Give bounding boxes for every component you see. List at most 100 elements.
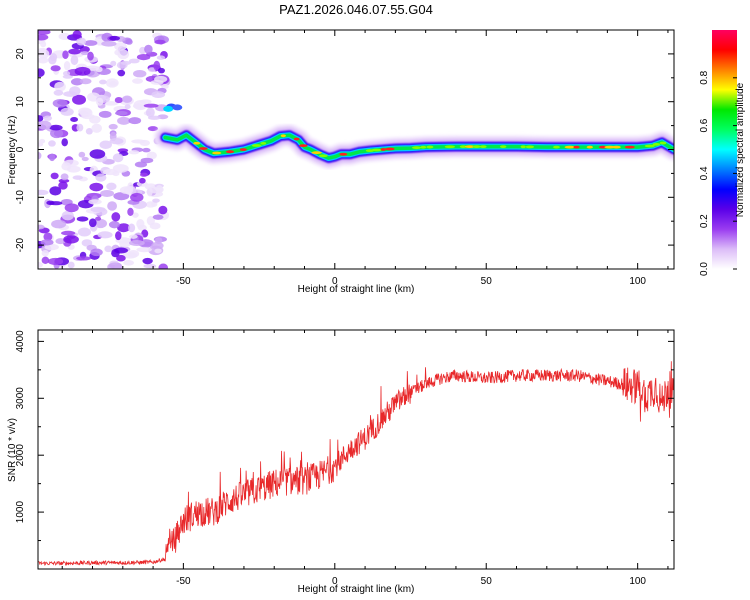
ridge-peak (411, 146, 422, 150)
noise-blob (144, 44, 153, 54)
noise-blob (115, 231, 122, 241)
spectrogram-x-axis: -50 0 50 100 (61, 30, 669, 287)
noise-blob (136, 53, 151, 61)
ridge-peak (380, 148, 386, 151)
noise-blob (106, 182, 117, 191)
spectrogram-x-tick: 50 (481, 30, 493, 287)
noise-blob (161, 84, 169, 89)
noise-blob (90, 248, 103, 257)
noise-blob (99, 79, 107, 85)
snr-x-tick-label: 0 (332, 576, 338, 587)
noise-blob (111, 248, 120, 258)
ridge-peak (459, 145, 467, 149)
snr-line (38, 361, 674, 566)
spectrogram-x-tick-label: 50 (481, 276, 493, 287)
noise-blob (38, 262, 43, 268)
noise-blob (94, 218, 108, 229)
ridge-peak (251, 144, 262, 147)
noise-blob (116, 254, 126, 262)
noise-blob (70, 55, 79, 66)
colorbar-tick-label: 0.2 (699, 214, 710, 228)
noise-blob (38, 189, 49, 196)
snr-y-label: SNR (10 * v/v) (7, 418, 18, 482)
noise-blob (89, 182, 104, 192)
spectrogram-y-tick-label: -10 (15, 190, 26, 205)
spectrogram-y-label: Frequency (Hz) (7, 116, 18, 185)
spectrogram-x-tick-label: 100 (629, 276, 646, 287)
noise-blob (117, 69, 126, 77)
noise-blob (123, 260, 135, 266)
ridge-peak (199, 147, 208, 150)
colorbar-tick-label: 0.4 (699, 166, 710, 180)
noise-blob (67, 261, 75, 269)
noise-blob (154, 75, 168, 83)
noise-blob (38, 120, 52, 130)
noise-blob (81, 156, 89, 162)
noise-blob (95, 216, 102, 221)
noise-blob (78, 151, 86, 158)
snr-y-tick: 3000 (15, 387, 674, 409)
noise-blob (136, 247, 152, 253)
noise-blob (60, 173, 69, 181)
noise-blob (100, 190, 115, 197)
noise-blob (109, 35, 121, 41)
spectrogram-y-tick-label: 0 (15, 146, 26, 152)
snr-y-tick: 4000 (15, 330, 674, 353)
noise-blob (128, 117, 142, 125)
snr-plot-area (38, 361, 674, 566)
noise-blob (68, 48, 81, 55)
noise-blob (114, 97, 123, 104)
noise-blob (99, 140, 112, 150)
noise-blob (97, 231, 113, 239)
noise-blob (116, 61, 128, 69)
snr-x-tick: 100 (629, 330, 646, 587)
snr-x-label: Height of straight line (km) (298, 584, 415, 595)
spectrogram-y-tick: 0 (15, 146, 674, 152)
noise-blob (108, 81, 118, 86)
noise-blob (133, 69, 147, 78)
snr-x-axis: -50 0 50 100 (61, 330, 669, 587)
noise-blob (95, 66, 103, 73)
ridge-peak (212, 151, 222, 155)
colorbar-tick-label: 0.6 (699, 118, 710, 132)
noise-blob (47, 257, 64, 266)
noise-blob (44, 243, 59, 251)
noise-blob (50, 128, 64, 139)
snr-x-tick: 0 (332, 330, 338, 587)
ridge-peak (573, 145, 580, 149)
ridge-peak (479, 145, 487, 149)
colorbar-gradient (712, 30, 737, 269)
noise-blob (155, 185, 163, 193)
noise-blob (50, 172, 59, 180)
noise-blob (38, 47, 47, 53)
noise-blob (76, 123, 84, 132)
noise-blob (72, 175, 83, 180)
noise-blob (131, 212, 139, 218)
ridge-peak (293, 137, 300, 141)
ridge-peak (311, 151, 322, 155)
snr-y-tick-label: 1000 (15, 501, 26, 524)
noise-blob (90, 206, 106, 213)
noise-blob (114, 110, 128, 116)
noise-blob (91, 123, 102, 133)
ridge-peak (298, 144, 308, 148)
noise-blob (76, 256, 92, 261)
noise-blob (104, 245, 113, 253)
spectrogram-y-tick-label: -20 (15, 237, 26, 252)
noise-blob (154, 237, 163, 244)
ridge-peak (426, 145, 434, 149)
noise-blob (41, 256, 50, 264)
ridge-peak (659, 141, 667, 145)
noise-blob (143, 263, 157, 269)
figure-title: PAZ1.2026.046.07.55.G04 (279, 2, 433, 17)
noise-blob (38, 68, 45, 77)
noise-blob (125, 39, 133, 45)
ridge-peak (444, 145, 456, 149)
colorbar: 0.0 0.2 0.4 0.6 0.8 Normalized spectral ampl… (699, 30, 746, 276)
noise-blob (152, 214, 164, 220)
noise-blob (132, 103, 144, 109)
noise-blob (142, 257, 153, 265)
noise-blob (140, 157, 154, 164)
ridge-peak (624, 145, 635, 149)
ridge-peak (318, 154, 328, 158)
